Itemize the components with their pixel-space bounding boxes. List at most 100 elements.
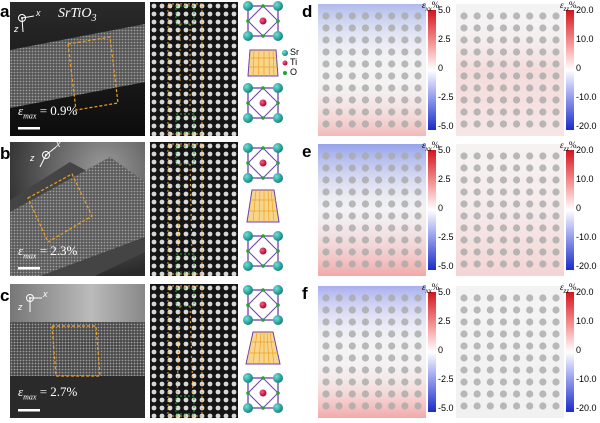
strain-map-exx-d (318, 4, 426, 136)
colorbar-tick: 20.0 (576, 145, 594, 155)
unit-cell-schematics (243, 1, 288, 413)
axis-indicator-b: x z (30, 139, 76, 173)
strain-map-exx-f (318, 286, 426, 418)
colorbar-tick: 2.5 (438, 174, 451, 184)
colorbar-exx-f (428, 292, 436, 412)
panel-a-image (10, 2, 145, 136)
axis-indicator-c: x z (18, 289, 64, 320)
colorbar-tick: -5.0 (438, 261, 454, 271)
panel-c-image (10, 284, 145, 418)
atomic-image-c (150, 284, 238, 418)
cell-top-b (243, 143, 283, 183)
colorbar-title-ezz-f: εzz% (560, 282, 577, 295)
cell-strain-a (247, 49, 279, 77)
atomic-image-a (150, 2, 238, 136)
colorbar-tick: -20.0 (576, 403, 597, 413)
colorbar-tick: -20.0 (576, 121, 597, 131)
axis-x-label: x (36, 8, 41, 18)
axes-icon (18, 14, 35, 33)
colorbar-tick: -10.0 (576, 374, 597, 384)
legend-sr-dot (282, 50, 288, 56)
emax-a: εmax = 0.9% (18, 103, 78, 121)
colorbar-tick: 20.0 (576, 5, 594, 15)
material-title: SrTiO3 (58, 6, 96, 24)
colorbar-tick: 0 (438, 345, 444, 355)
cell-strain-c (245, 331, 281, 365)
panel-label-f: f (302, 284, 308, 303)
region-box (27, 173, 93, 243)
colorbar-exx-e (428, 150, 436, 270)
colorbar-title-ezz-d: εzz% (560, 0, 577, 13)
panel-b-svg (10, 142, 145, 276)
axis-z-label: z (14, 24, 19, 34)
scale-bar (18, 409, 40, 412)
colorbar-ezz-d (566, 10, 574, 130)
colorbar-exx-d (428, 10, 436, 130)
axis-x-label: x (43, 289, 48, 299)
colorbar-title-exx-e: εxx% (422, 140, 440, 153)
atomic-svg-b (150, 142, 238, 276)
colorbar-title-exx-d: εxx% (422, 0, 440, 13)
panel-label-c: c (0, 286, 10, 305)
strain-map-exx-e (318, 144, 426, 276)
cell-top-a (243, 1, 283, 41)
legend-o-label: O (290, 67, 298, 77)
colorbar-tick: -2.5 (438, 232, 454, 242)
colorbar-tick: 0 (438, 203, 444, 213)
axes-icon (39, 146, 57, 168)
colorbar-tick: -5.0 (438, 121, 454, 131)
colorbar-tick: -2.5 (438, 92, 454, 102)
colorbar-tick: -2.5 (438, 374, 454, 384)
colorbar-tick: 10.0 (576, 316, 594, 326)
legend-o-dot (283, 71, 287, 75)
colorbar-tick: -20.0 (576, 261, 597, 271)
panel-label-a: a (0, 2, 10, 21)
atomic-svg-c (150, 284, 238, 418)
colorbar-tick: -10.0 (576, 92, 597, 102)
colorbar-tick: 2.5 (438, 34, 451, 44)
legend-sr-label: Sr (290, 47, 299, 57)
scale-bar (18, 127, 40, 130)
legend-ti-dot (282, 60, 288, 66)
axis-x-label: x (56, 139, 61, 149)
strain-map-ezz-f (456, 286, 564, 418)
legend-ti-label: Ti (290, 57, 298, 67)
cell-bottom-a (243, 83, 283, 123)
panel-a-svg (10, 2, 145, 136)
colorbar-tick: 20.0 (576, 287, 594, 297)
strain-map-ezz-d (456, 4, 564, 136)
colorbar-tick: -10.0 (576, 232, 597, 242)
colorbar-tick: 5.0 (438, 287, 451, 297)
colorbar-tick: 0 (438, 63, 444, 73)
cell-bottom-b (243, 231, 283, 271)
colorbar-tick: 0 (576, 203, 582, 213)
emax-b: εmax = 2.3% (18, 243, 78, 261)
colorbar-tick: 0 (576, 345, 582, 355)
title-sub: 3 (91, 12, 97, 24)
emax-c: εmax = 2.7% (18, 384, 78, 402)
colorbar-ezz-e (566, 150, 574, 270)
strain-map-ezz-e (456, 144, 564, 276)
cell-top-c (243, 285, 283, 325)
colorbar-tick: -5.0 (438, 403, 454, 413)
panel-label-d: d (302, 2, 313, 21)
title-main: SrTiO (58, 6, 92, 21)
axes-icon (26, 294, 42, 312)
colorbar-tick: 2.5 (438, 316, 451, 326)
cell-strain-b (246, 189, 280, 223)
colorbar-title-exx-f: εxx% (422, 282, 440, 295)
atomic-image-b (150, 142, 238, 276)
panel-b-image (10, 142, 145, 276)
panel-label-e: e (302, 142, 312, 161)
colorbar-tick: 10.0 (576, 34, 594, 44)
colorbar-tick: 5.0 (438, 5, 451, 15)
axis-z-label: z (18, 302, 23, 312)
atomic-svg-a (150, 2, 238, 136)
colorbar-tick: 0 (576, 63, 582, 73)
axis-z-label: z (30, 153, 35, 163)
scale-bar (18, 267, 40, 270)
colorbar-tick: 10.0 (576, 174, 594, 184)
colorbar-ezz-f (566, 292, 574, 412)
cell-bottom-c (243, 373, 283, 413)
axis-indicator-a: x z (14, 8, 54, 40)
